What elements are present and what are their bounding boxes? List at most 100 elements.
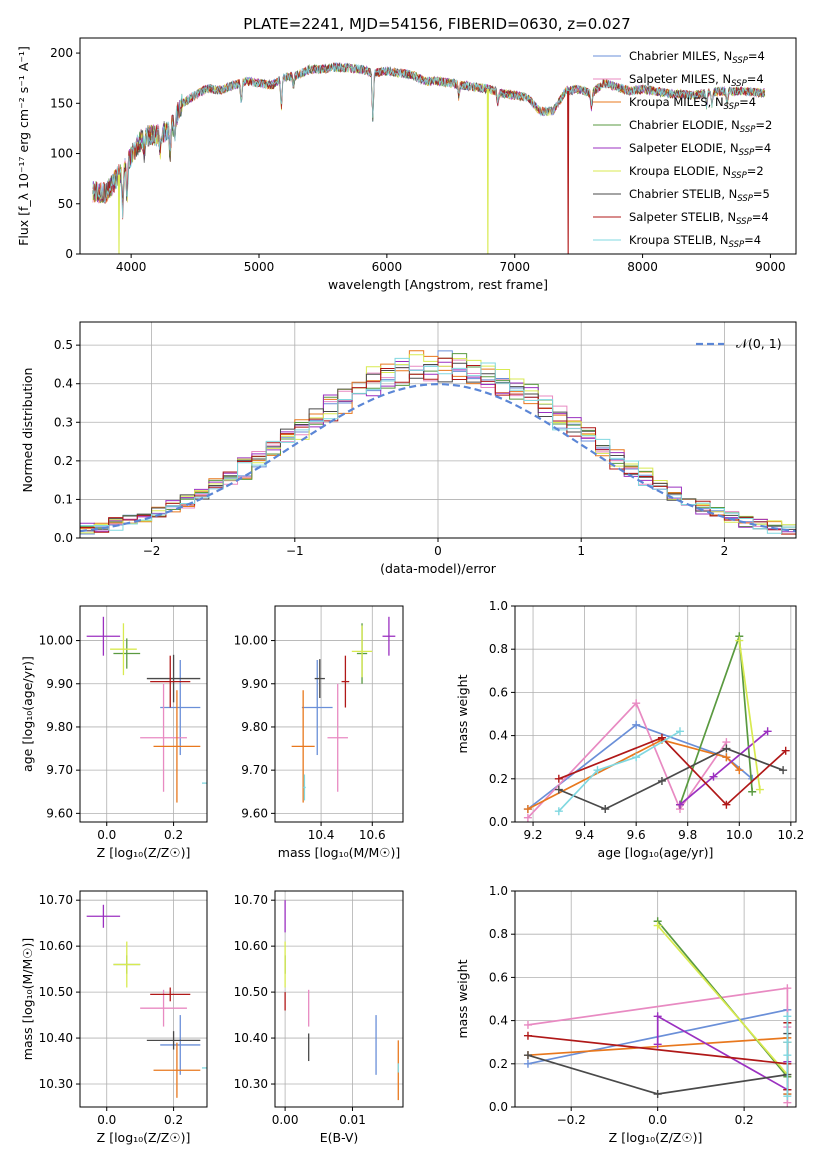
y-tick-label: 100 bbox=[50, 147, 73, 161]
errorbar-chabrier-miles bbox=[301, 660, 333, 756]
axes-frame bbox=[79, 890, 208, 1108]
legend-label: Salpeter STELIB, NSSP=4 bbox=[629, 210, 769, 227]
y-tick-label: 0.0 bbox=[489, 1100, 508, 1114]
errorbar-salpeter-elodie bbox=[86, 616, 121, 656]
weight-marker bbox=[523, 1059, 532, 1068]
residual-hist-kroupa-stelib bbox=[80, 357, 796, 538]
y-tick-label: 10.40 bbox=[39, 1031, 73, 1045]
x-tick-label: 5000 bbox=[244, 260, 275, 274]
x-tick-label: 0.00 bbox=[272, 1113, 299, 1127]
errorbar-salpeter-elodie bbox=[86, 904, 121, 928]
weight-line-salpeter-miles bbox=[527, 701, 728, 819]
errorbar-kroupa-stelib bbox=[201, 1067, 207, 1069]
y-tick-label: 0.0 bbox=[489, 815, 508, 829]
weight-marker bbox=[735, 766, 744, 775]
y-tick-label: 0.0 bbox=[54, 531, 73, 545]
y-axis-label: mass weight bbox=[455, 674, 470, 753]
x-tick-label: 0.2 bbox=[735, 1113, 754, 1127]
y-tick-label: 9.60 bbox=[46, 806, 73, 820]
weight-marker bbox=[593, 766, 602, 775]
y-tick-label: 0.2 bbox=[489, 1057, 508, 1071]
weight-marker bbox=[653, 1090, 662, 1099]
y-tick-label: 0.8 bbox=[489, 927, 508, 941]
x-tick-label: 8000 bbox=[627, 260, 658, 274]
errorbar-chabrier-stelib bbox=[146, 654, 201, 703]
weight-marker bbox=[783, 1012, 792, 1021]
normal-reference-curve bbox=[80, 382, 796, 533]
weight-marker bbox=[657, 776, 666, 785]
z-age-panel: 0.0 0.2 9.60 9.70 9.80 9.90 10.00 Z [log₁₀(Z/Z☉… bbox=[20, 605, 208, 860]
y-tick-label: 1.0 bbox=[489, 599, 508, 613]
z-weight-plot-area bbox=[523, 917, 792, 1107]
y-tick-label: 0 bbox=[65, 247, 73, 261]
y-tick-label: 0.2 bbox=[54, 454, 73, 468]
axes-frame bbox=[514, 890, 797, 1108]
errorbar-kroupa-stelib bbox=[303, 774, 306, 801]
y-tick-label: 9.70 bbox=[241, 763, 268, 777]
weight-marker bbox=[554, 774, 563, 783]
z-mass-panel: 0.0 0.2 10.30 10.40 10.50 10.60 10.70 Z [log₁₀(… bbox=[20, 890, 208, 1145]
weight-marker bbox=[781, 746, 790, 755]
age-weight-panel: 9.2 9.4 9.6 9.8 10.0 10.2 0.0 0.2 0.4 0.6 0.8 1.0 ag… bbox=[455, 599, 804, 860]
legend-label: Chabrier MILES, NSSP=4 bbox=[629, 49, 765, 66]
mass-age-plot-area bbox=[291, 616, 396, 803]
spectrum-plot-area bbox=[92, 61, 766, 254]
weight-marker bbox=[523, 1051, 532, 1060]
weight-marker bbox=[554, 807, 563, 816]
y-tick-label: 200 bbox=[50, 46, 73, 60]
legend-label: Chabrier STELIB, NSSP=5 bbox=[629, 187, 770, 204]
spectrum-spike bbox=[117, 174, 121, 254]
y-tick-label: 10.50 bbox=[39, 985, 73, 999]
axes-frame bbox=[79, 37, 797, 255]
x-axis-label: mass [log₁₀(M/M☉)] bbox=[278, 845, 400, 860]
errorbar-chabrier-stelib bbox=[314, 659, 325, 699]
x-tick-label: 0.0 bbox=[97, 1113, 116, 1127]
age-weight-plot-area bbox=[523, 632, 790, 822]
x-axis-label: E(B-V) bbox=[320, 1130, 359, 1145]
y-tick-label: 1.0 bbox=[489, 884, 508, 898]
weight-marker bbox=[653, 921, 662, 930]
mass-age-panel: 10.4 10.6 9.60 9.70 9.80 9.90 10.00 mass [log₁₀… bbox=[234, 605, 404, 860]
y-tick-label: 9.80 bbox=[241, 720, 268, 734]
errorbar-kroupa-miles bbox=[153, 690, 201, 803]
y-tick-label: 0.6 bbox=[489, 685, 508, 699]
y-tick-label: 50 bbox=[58, 197, 73, 211]
x-tick-label: −0.2 bbox=[557, 1113, 586, 1127]
x-tick-label: 4000 bbox=[116, 260, 147, 274]
x-tick-label: 0.2 bbox=[164, 828, 183, 842]
x-tick-label: 0.0 bbox=[97, 828, 116, 842]
legend-label: Kroupa ELODIE, NSSP=2 bbox=[629, 164, 764, 181]
weight-line-chabrier-elodie bbox=[657, 920, 789, 1090]
spectrum-line-chabrier-stelib bbox=[92, 62, 766, 203]
x-tick-label: 9.2 bbox=[523, 828, 542, 842]
x-axis-label: (data-model)/error bbox=[380, 561, 497, 576]
figure-title: PLATE=2241, MJD=54156, FIBERID=0630, z=0… bbox=[243, 15, 630, 33]
x-tick-label: −2 bbox=[143, 544, 161, 558]
x-tick-label: 10.4 bbox=[308, 828, 335, 842]
weight-line-kroupa-elodie bbox=[657, 925, 789, 1076]
y-tick-label: 10.30 bbox=[39, 1077, 73, 1091]
spectrum-spike bbox=[486, 89, 489, 254]
axes-frame bbox=[79, 605, 208, 823]
y-axis-label: mass weight bbox=[455, 959, 470, 1038]
errorbar-salpeter-miles bbox=[327, 683, 348, 792]
x-tick-label: 9.4 bbox=[575, 828, 594, 842]
y-tick-label: 0.1 bbox=[54, 492, 73, 506]
errorbar-salpeter-miles bbox=[140, 683, 187, 792]
weight-marker bbox=[783, 984, 792, 993]
axes-frame bbox=[274, 890, 404, 1108]
weight-marker bbox=[722, 744, 731, 753]
residuals-panel: −2 −1 0 1 2 0.0 0.1 0.2 0.3 0.4 0.5 (data-model)/er… bbox=[20, 321, 797, 576]
x-tick-label: 0.01 bbox=[339, 1113, 366, 1127]
errorbar-kroupa-miles bbox=[153, 1042, 201, 1098]
errorbar-kroupa-miles bbox=[291, 690, 315, 803]
errorbar-salpeter-stelib bbox=[341, 655, 350, 708]
weight-marker bbox=[632, 699, 641, 708]
weight-marker bbox=[722, 800, 731, 809]
errorbar-kroupa-elodie bbox=[351, 625, 373, 678]
weight-marker bbox=[657, 733, 666, 742]
errorbar-kroupa-elodie bbox=[110, 623, 137, 676]
spectrum-panel: 4000 5000 6000 7000 8000 9000 0 50 100 150 200 wave… bbox=[16, 37, 797, 292]
axes-frame bbox=[274, 605, 404, 823]
